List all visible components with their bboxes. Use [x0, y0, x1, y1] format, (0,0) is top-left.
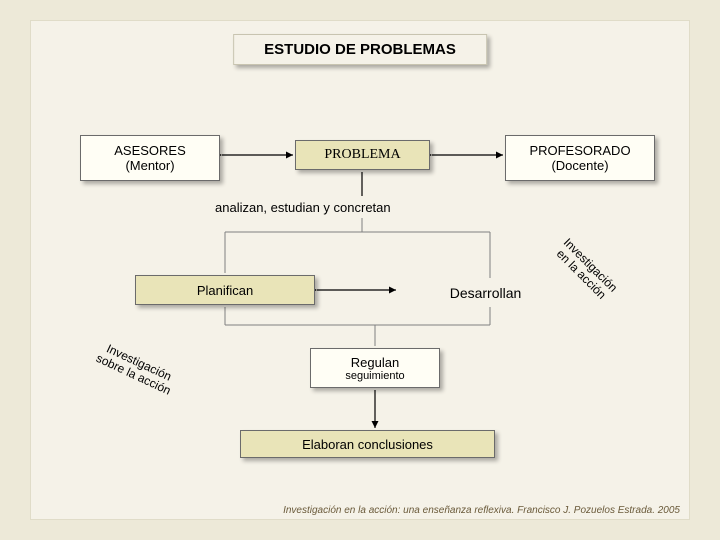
citation: Investigación en la acción: una enseñanz… [283, 505, 680, 516]
node-desarrollan: Desarrollan [398, 280, 573, 305]
planifican-text: Planifican [197, 283, 253, 298]
node-asesores: ASESORES (Mentor) [80, 135, 220, 181]
node-planifican: Planifican [135, 275, 315, 305]
regulan-line1: Regulan [351, 355, 399, 370]
title-text: ESTUDIO DE PROBLEMAS [264, 41, 456, 58]
node-regulan: Regulan seguimiento [310, 348, 440, 388]
profesorado-line2: (Docente) [551, 158, 608, 173]
profesorado-line1: PROFESORADO [529, 143, 630, 158]
asesores-line2: (Mentor) [125, 158, 174, 173]
node-conclusiones: Elaboran conclusiones [240, 430, 495, 458]
regulan-line2: seguimiento [345, 370, 404, 382]
label-analizan: analizan, estudian y concretan [215, 200, 391, 215]
problema-text: PROBLEMA [324, 147, 400, 163]
asesores-line1: ASESORES [114, 143, 186, 158]
node-profesorado: PROFESORADO (Docente) [505, 135, 655, 181]
conclusiones-text: Elaboran conclusiones [302, 437, 433, 452]
desarrollan-text: Desarrollan [450, 285, 522, 301]
title-box: ESTUDIO DE PROBLEMAS [233, 34, 487, 65]
node-problema: PROBLEMA [295, 140, 430, 170]
